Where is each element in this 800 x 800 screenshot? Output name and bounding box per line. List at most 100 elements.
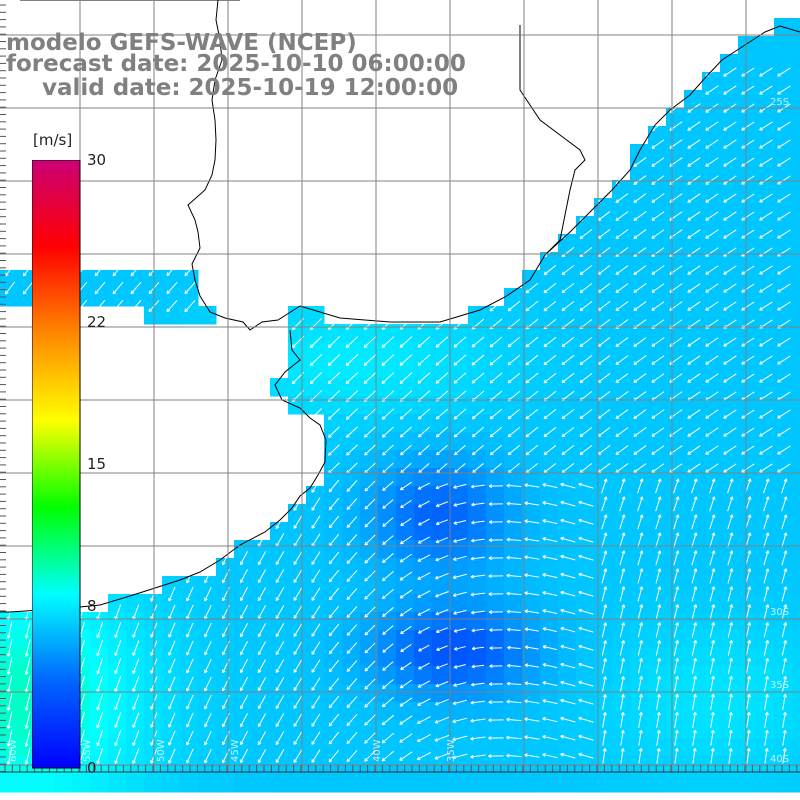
field-cell (666, 432, 685, 451)
wind-arrow (524, 717, 540, 722)
field-cell (612, 540, 631, 559)
wind-arrow (506, 717, 522, 722)
wind-arrow (727, 639, 734, 656)
wind-arrow (471, 336, 485, 348)
wind-arrow (488, 538, 503, 543)
field-cell (576, 234, 595, 253)
field-cell (126, 630, 145, 649)
wind-arrow (363, 336, 377, 348)
field-cell (324, 468, 343, 487)
field-cell (774, 666, 793, 685)
wind-arrow (777, 229, 791, 239)
field-cell (90, 702, 109, 721)
wind-arrow (293, 731, 303, 745)
field-cell (504, 468, 523, 487)
field-cell (378, 594, 397, 613)
field-cell (432, 666, 451, 685)
wind-arrow (417, 554, 431, 562)
wind-arrow (382, 553, 394, 564)
field-cell (792, 216, 800, 235)
wind-arrow (257, 623, 267, 638)
field-cell (684, 594, 703, 613)
wind-arrow (723, 175, 737, 185)
field-cell (558, 702, 577, 721)
field-cell (504, 396, 523, 415)
wind-arrow (615, 445, 629, 455)
field-cell (792, 198, 800, 217)
field-cell (414, 774, 433, 793)
wind-arrow (723, 121, 737, 131)
field-cell (756, 72, 775, 91)
field-cell (324, 594, 343, 613)
field-cell (774, 234, 793, 253)
wind-arrow (471, 538, 485, 543)
field-cell (468, 720, 487, 739)
wind-arrow (96, 639, 104, 657)
field-cell (342, 342, 361, 361)
field-cell (792, 558, 800, 577)
field-cell (270, 684, 289, 703)
wind-arrow (327, 336, 341, 349)
field-cell (594, 738, 613, 757)
field-cell (234, 720, 253, 739)
field-cell (612, 468, 631, 487)
wind-arrow (633, 283, 647, 293)
field-cell (648, 540, 667, 559)
field-cell (594, 630, 613, 649)
field-cell (450, 594, 469, 613)
wind-arrow (364, 534, 376, 546)
wind-arrow (506, 735, 522, 740)
field-cell (684, 540, 703, 559)
wind-arrow (655, 550, 662, 566)
field-cell (414, 666, 433, 685)
field-cell (450, 504, 469, 523)
wind-arrow (728, 729, 733, 746)
wind-arrow (745, 675, 751, 692)
field-cell (702, 252, 721, 271)
wind-arrow (781, 532, 788, 548)
field-cell (684, 486, 703, 505)
field-cell (432, 576, 451, 595)
field-cell (684, 306, 703, 325)
field-cell (594, 648, 613, 667)
field-cell (630, 540, 649, 559)
field-cell (396, 378, 415, 397)
longitude-label: 35W (446, 739, 457, 762)
field-cell (648, 360, 667, 379)
field-cell (468, 504, 487, 523)
colorbar-tick-label: 15 (87, 455, 107, 473)
field-cell (468, 612, 487, 631)
field-cell (216, 594, 235, 613)
field-cell (216, 738, 235, 757)
wind-arrow (705, 211, 719, 221)
field-cell (468, 774, 487, 793)
wind-arrow (673, 675, 679, 692)
wind-arrow (763, 478, 770, 494)
field-cell (504, 684, 523, 703)
field-cell (666, 306, 685, 325)
field-cell (756, 450, 775, 469)
wind-arrow (239, 659, 248, 674)
wind-arrow (114, 676, 122, 693)
field-cell (450, 612, 469, 631)
wind-arrow (186, 730, 194, 746)
wind-arrow (687, 409, 701, 419)
field-cell (270, 702, 289, 721)
wind-arrow (578, 608, 594, 615)
field-cell (630, 612, 649, 631)
wind-arrow (346, 749, 358, 763)
wind-arrow (452, 591, 467, 598)
wind-arrow (364, 732, 376, 744)
field-cell (162, 666, 181, 685)
wind-arrow (633, 175, 647, 185)
wind-arrow (471, 502, 485, 507)
field-cell (108, 648, 127, 667)
wind-arrow (434, 734, 450, 742)
wind-arrow (655, 532, 662, 548)
wind-arrow (759, 265, 773, 275)
field-cell (432, 774, 451, 793)
wind-arrow (239, 587, 248, 602)
field-cell (612, 396, 631, 415)
wind-arrow (435, 501, 448, 508)
field-cell (234, 540, 253, 559)
